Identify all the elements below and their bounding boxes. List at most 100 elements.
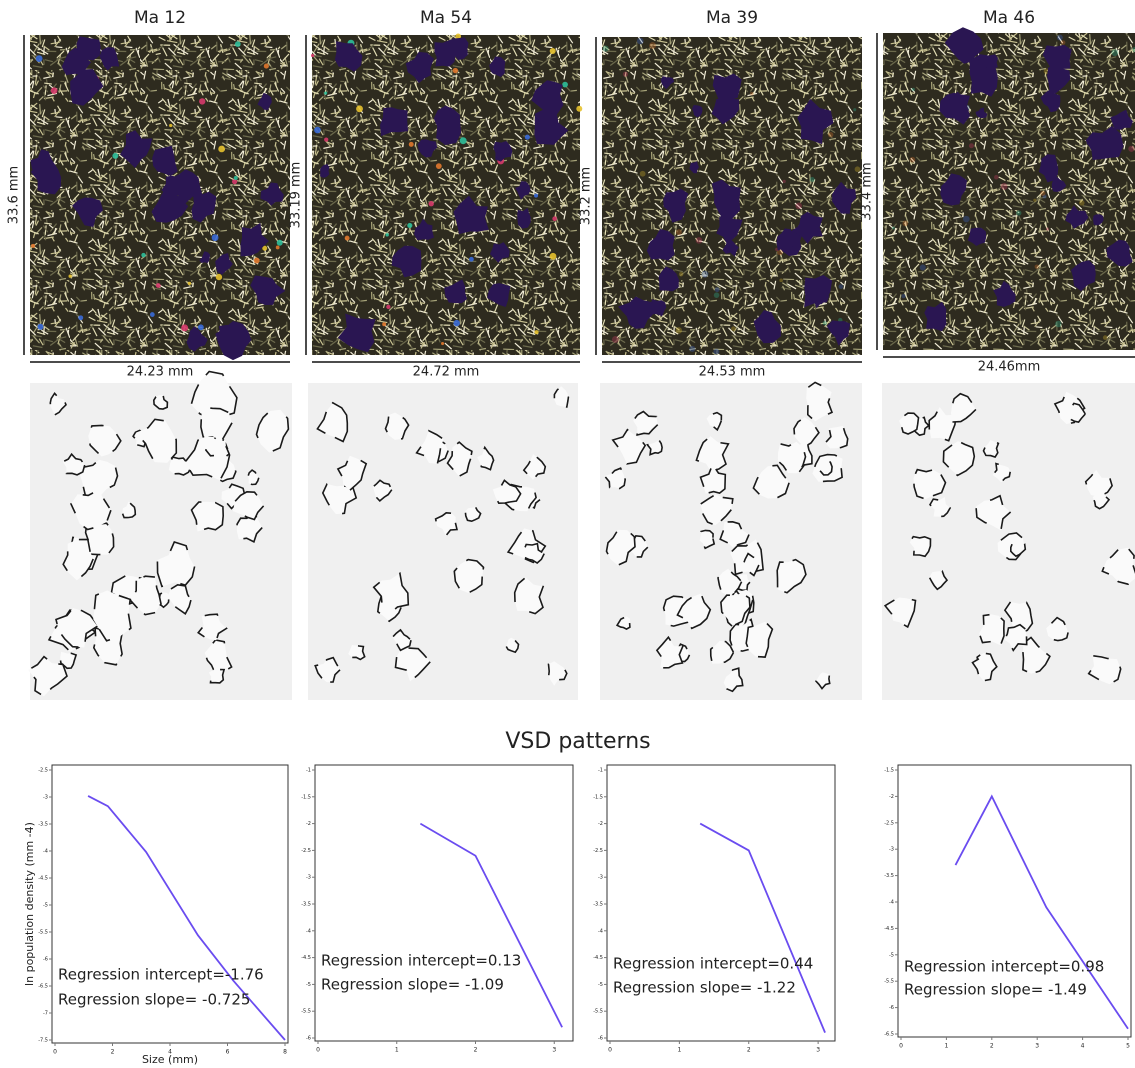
- y-tick-label: -6: [598, 1036, 603, 1042]
- sample-name: Ma 39: [706, 8, 758, 28]
- width-label: 24.72 mm: [413, 365, 480, 380]
- y-tick-label: -3: [598, 875, 603, 881]
- thin-section-photo: [312, 35, 580, 355]
- y-tick-label: -1.5: [301, 794, 311, 800]
- vsd-chart: 0 1 2 3 -6 -5.5 -5 -4.5 -4 -3.5 -3 -2.5 -2 -1.5 -1 Regr…: [301, 764, 574, 1054]
- y-tick-label: -6.5: [884, 1032, 894, 1038]
- sample-panel: Ma 12 33.6 mm 24.23 mm: [7, 8, 290, 380]
- y-tick-label: -3: [306, 875, 311, 881]
- thin-section-photo: [30, 35, 290, 355]
- height-label: 33.4 mm: [860, 162, 875, 220]
- y-tick-label: -7.5: [38, 1038, 48, 1044]
- y-tick-label: -4.5: [884, 926, 894, 932]
- height-label: 33.2 mm: [579, 167, 594, 225]
- height-label: 33.19 mm: [289, 162, 304, 229]
- y-tick-label: -2: [306, 821, 311, 827]
- vsd-line: [419, 822, 563, 1028]
- x-tick-label: 0: [53, 1049, 57, 1056]
- y-tick-label: -5: [598, 982, 603, 988]
- y-tick-label: -1.5: [884, 768, 894, 774]
- y-tick-label: -4: [306, 928, 311, 934]
- vsd-chart: 0 1 2 3 4 5 -6.5 -6 -5.5 -5 -4.5 -4 -3.5 -3 -2.5 -2 -1.5…: [884, 764, 1132, 1050]
- y-tick-label: -2.5: [38, 768, 48, 774]
- sample-panel: Ma 54 33.19 mm 24.72 mm: [289, 8, 583, 380]
- y-tick-label: -3: [889, 847, 894, 853]
- y-tick-label: -1.5: [593, 794, 603, 800]
- y-tick-label: -4: [43, 849, 48, 855]
- regression-note: Regression slope= -0.725: [58, 991, 250, 1009]
- width-label: 24.23 mm: [127, 365, 194, 380]
- vsd-line: [699, 822, 826, 1033]
- plot-frame: [51, 764, 289, 1044]
- width-label: 24.53 mm: [699, 365, 766, 380]
- sample-panel: Ma 46 33.4 mm 24.46mm: [860, 8, 1135, 375]
- x-tick-label: 3: [816, 1047, 820, 1054]
- regression-note: Regression intercept=0.13: [321, 952, 521, 970]
- x-tick-label: 1: [395, 1047, 399, 1054]
- x-tick-label: 3: [1035, 1043, 1039, 1050]
- y-tick-label: -5.5: [38, 930, 48, 936]
- y-tick-label: -6: [43, 957, 48, 963]
- y-tick-label: -1: [306, 768, 311, 774]
- y-tick-label: -5.5: [301, 1009, 311, 1015]
- regression-note: Regression intercept=0.98: [904, 958, 1104, 976]
- y-tick-label: -2.5: [301, 848, 311, 854]
- y-tick-label: -3: [43, 795, 48, 801]
- regression-note: Regression slope= -1.49: [904, 981, 1087, 999]
- y-tick-label: -1: [598, 768, 603, 774]
- y-tick-label: -2: [598, 821, 603, 827]
- y-tick-label: -2: [889, 794, 894, 800]
- y-tick-label: -5.5: [593, 1009, 603, 1015]
- y-tick-label: -6: [306, 1036, 311, 1042]
- y-tick-label: -4: [889, 900, 894, 906]
- x-tick-label: 0: [316, 1047, 320, 1054]
- x-tick-label: 1: [944, 1043, 948, 1050]
- x-tick-label: 1: [677, 1047, 681, 1054]
- outline-panel: [26, 370, 292, 700]
- x-tick-label: 2: [111, 1049, 115, 1056]
- sample-panel: Ma 39 33.2 mm 24.53 mm: [579, 8, 862, 380]
- height-label: 33.6 mm: [7, 166, 22, 224]
- sample-name: Ma 54: [420, 8, 472, 28]
- x-tick-label: 0: [899, 1043, 903, 1050]
- y-tick-label: -4.5: [593, 955, 603, 961]
- plot-frame: [897, 764, 1132, 1038]
- vsd-chart: 0 1 2 3 -6 -5.5 -5 -4.5 -4 -3.5 -3 -2.5 -2 -1.5 -1 Regr…: [593, 764, 836, 1054]
- x-tick-label: 2: [747, 1047, 751, 1054]
- y-tick-label: -4.5: [301, 955, 311, 961]
- y-tick-label: -3.5: [593, 902, 603, 908]
- sample-name: Ma 46: [983, 8, 1035, 28]
- y-tick-label: -6: [889, 1005, 894, 1011]
- vsd-chart: 0 2 4 6 8 -7.5 -7 -6.5 -6 -5.5 -5 -4.5 -4 -3.5 -3 -2.5 R…: [23, 764, 289, 1066]
- x-tick-label: 4: [168, 1049, 172, 1056]
- x-tick-label: 5: [1126, 1043, 1130, 1050]
- y-tick-label: -2.5: [593, 848, 603, 854]
- y-tick-label: -5: [889, 952, 894, 958]
- regression-note: Regression slope= -1.22: [613, 979, 796, 997]
- y-tick-label: -3.5: [38, 822, 48, 828]
- regression-note: Regression intercept=0.44: [613, 955, 813, 973]
- width-label: 24.46mm: [978, 360, 1041, 375]
- x-tick-label: 0: [608, 1047, 612, 1054]
- y-tick-label: -3.5: [884, 873, 894, 879]
- vsd-line: [87, 795, 286, 1041]
- sample-name: Ma 12: [134, 8, 186, 28]
- x-tick-label: 2: [990, 1043, 994, 1050]
- x-tick-label: 3: [552, 1047, 556, 1054]
- regression-note: Regression slope= -1.09: [321, 976, 504, 994]
- y-tick-label: -6.5: [38, 984, 48, 990]
- plot-frame: [314, 764, 574, 1042]
- y-tick-label: -4: [598, 928, 603, 934]
- section-title: VSD patterns: [505, 729, 650, 754]
- x-tick-label: 8: [283, 1049, 287, 1056]
- y-tick-label: -5: [306, 982, 311, 988]
- y-tick-label: -5.5: [884, 979, 894, 985]
- x-tick-label: 2: [474, 1047, 478, 1054]
- outline-panel: [308, 383, 578, 700]
- y-tick-label: -4.5: [38, 876, 48, 882]
- vsd-line: [954, 794, 1129, 1030]
- regression-note: Regression intercept=-1.76: [58, 966, 264, 984]
- x-axis-label: Size (mm): [142, 1053, 198, 1066]
- y-axis-label: ln population density (mm -4): [23, 822, 36, 986]
